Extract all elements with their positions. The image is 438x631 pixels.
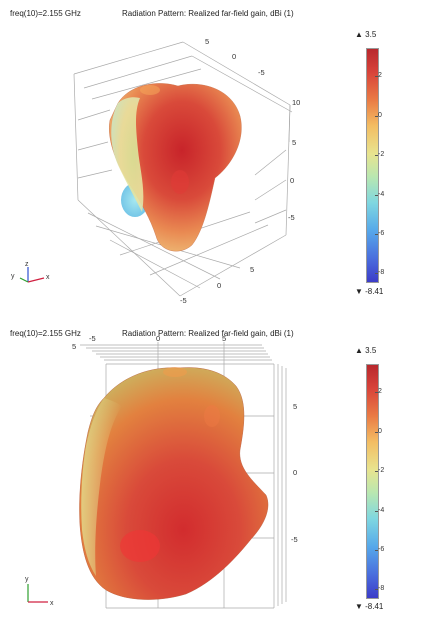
triad-y-label: y (25, 576, 29, 583)
colorbar-tick: -6 (374, 546, 385, 553)
radiation-surface (109, 83, 242, 252)
axis-triad: z x y (11, 261, 50, 283)
plot-panel-3d[interactable]: freq(10)=2.155 GHz Radiation Pattern: Re… (0, 0, 438, 316)
tick-left-1: 5 (72, 342, 76, 351)
colorbar-tick: 0 (375, 428, 382, 435)
triad-x-label: x (46, 274, 50, 281)
tick-top-2: 0 (232, 52, 236, 61)
tick-right-4: -5 (288, 213, 295, 222)
tick-top-3: -5 (258, 68, 265, 77)
triad-y-label: y (11, 273, 15, 280)
axis-triad: y x (25, 576, 54, 607)
tick-bottom-1: 5 (250, 265, 254, 274)
triad-z-label: z (25, 261, 29, 268)
tick-top-3: 5 (222, 334, 226, 343)
tick-right-1: 5 (293, 402, 297, 411)
axis-grid (73, 41, 293, 297)
colorbar-max-label: ▲ 3.5 (355, 30, 377, 39)
colorbar-min-label: ▼ -8.41 (355, 602, 384, 611)
frequency-label: freq(10)=2.155 GHz (10, 9, 81, 18)
colorbar-tick: -8 (374, 269, 385, 276)
colorbar-tick: -2 (374, 467, 385, 474)
colorbar-max-label: ▲ 3.5 (355, 346, 377, 355)
colorbar: ▲ 3.5 2 0 -2 -4 -6 -8 ▼ -8.41 (352, 30, 422, 300)
radiation-pattern-3d-scene[interactable]: 5 0 -5 10 5 0 -5 5 0 -5 (0, 0, 350, 316)
triad-x-label: x (50, 600, 54, 607)
colorbar-min-label: ▼ -8.41 (355, 287, 384, 296)
tick-right-1: 10 (292, 98, 300, 107)
colorbar-tick: 2 (375, 388, 382, 395)
tick-top-1: 5 (205, 37, 209, 46)
colorbar-tick: -4 (374, 191, 385, 198)
tick-right-2: 5 (292, 138, 296, 147)
plot-title: Radiation Pattern: Realized far-field ga… (122, 329, 294, 338)
colorbar-gradient (366, 48, 379, 283)
radiation-surface (79, 367, 269, 600)
colorbar-tick: 2 (375, 72, 382, 79)
colorbar-tick: -6 (374, 230, 385, 237)
tick-bottom-2: 0 (217, 281, 221, 290)
colorbar: ▲ 3.5 2 0 -2 -4 -6 -8 ▼ -8.41 (352, 344, 422, 614)
axis-tick-labels: -5 0 5 5 5 0 -5 (72, 334, 298, 544)
axis-tick-labels: 5 0 -5 10 5 0 -5 5 0 -5 (180, 37, 300, 305)
frequency-label: freq(10)=2.155 GHz (10, 329, 81, 338)
tick-right-3: 0 (290, 176, 294, 185)
colorbar-tick: -2 (374, 151, 385, 158)
tick-top-2: 0 (156, 334, 160, 343)
colorbar-tick: 0 (375, 112, 382, 119)
colorbar-tick: -8 (374, 585, 385, 592)
plot-title: Radiation Pattern: Realized far-field ga… (122, 9, 294, 18)
colorbar-tick: -4 (374, 507, 385, 514)
plot-panel-front[interactable]: freq(10)=2.155 GHz Radiation Pattern: Re… (0, 320, 438, 631)
tick-right-3: -5 (291, 535, 298, 544)
tick-right-2: 0 (293, 468, 297, 477)
colorbar-gradient (366, 364, 379, 599)
tick-top-1: -5 (89, 334, 96, 343)
radiation-pattern-front-scene[interactable]: -5 0 5 5 5 0 -5 (0, 320, 350, 631)
tick-bottom-3: -5 (180, 296, 187, 305)
